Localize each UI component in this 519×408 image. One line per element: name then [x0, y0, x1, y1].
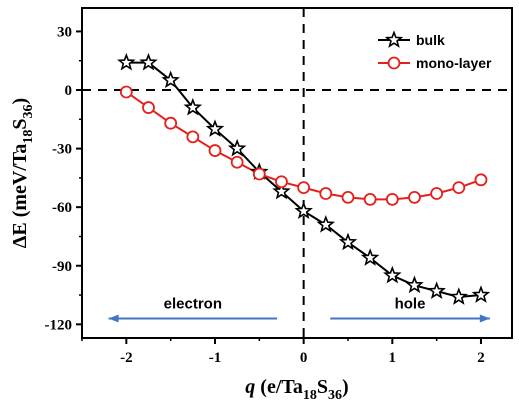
legend: bulk mono-layer — [378, 30, 492, 71]
point-mono-layer — [363, 192, 377, 206]
point-bulk — [338, 232, 358, 251]
x-axis-unit-pre: (e/Ta — [255, 376, 303, 398]
point-mono-layer — [142, 101, 155, 114]
y-tick-label: -30 — [52, 142, 72, 158]
point-mono-layer — [319, 187, 333, 200]
y-axis-title: ΔE (meV/Ta18S36) — [9, 98, 36, 248]
y-tick-label: -60 — [52, 200, 72, 216]
point-bulk — [161, 70, 180, 89]
x-axis-sub2: 36 — [328, 388, 342, 403]
point-bulk — [427, 281, 446, 300]
point-bulk — [272, 181, 291, 200]
point-mono-layer — [230, 155, 244, 169]
y-tick-label: 0 — [65, 83, 73, 99]
y-axis-mid: S — [9, 118, 31, 129]
point-mono-layer — [119, 85, 133, 99]
point-mono-layer — [408, 191, 421, 204]
y-axis-post: ) — [9, 98, 31, 105]
point-bulk — [139, 52, 158, 71]
point-mono-layer — [474, 173, 488, 187]
x-axis-symbol: q — [245, 376, 255, 398]
x-tick-label: 2 — [477, 350, 485, 366]
legend-marker-mono-layer — [387, 56, 401, 70]
plot-frame — [81, 7, 513, 339]
point-bulk — [117, 52, 136, 71]
point-mono-layer — [297, 181, 311, 195]
x-axis-sub1: 18 — [303, 388, 317, 403]
reference-lines — [82, 8, 512, 338]
x-tick-label: -1 — [209, 350, 222, 366]
point-bulk — [316, 215, 336, 233]
point-bulk — [294, 201, 313, 219]
series-lines — [125, 61, 482, 299]
x-axis-ticks: -2 -1 0 1 2 — [81, 338, 485, 366]
y-tick-label: 30 — [57, 24, 72, 40]
point-bulk — [227, 138, 247, 157]
x-axis-post: ) — [342, 376, 349, 398]
annotation-hole: hole — [395, 295, 426, 312]
x-tick-label: 1 — [389, 350, 397, 366]
point-bulk — [383, 265, 402, 284]
point-bulk — [205, 119, 225, 137]
x-tick-label: 0 — [300, 350, 308, 366]
legend-label-mono-layer: mono-layer — [416, 55, 492, 71]
series-markers — [117, 52, 491, 305]
legend-marker-bulk — [384, 30, 404, 48]
y-tick-label: -90 — [52, 259, 72, 275]
legend-item-bulk: bulk — [378, 30, 445, 48]
arrowhead-electron — [108, 314, 119, 323]
point-bulk — [449, 287, 469, 305]
point-mono-layer — [186, 130, 200, 144]
point-bulk — [183, 97, 203, 116]
point-mono-layer — [341, 191, 355, 204]
x-axis-mid: S — [317, 376, 328, 398]
point-mono-layer — [385, 192, 399, 206]
point-bulk — [471, 285, 491, 303]
y-tick-label: -120 — [45, 317, 73, 333]
point-mono-layer — [252, 167, 266, 181]
x-axis-title: q (e/Ta18S36) — [245, 376, 348, 403]
y-axis-unit-pre: (meV/Ta — [9, 144, 31, 223]
annotation-electron: electron — [164, 295, 222, 312]
point-mono-layer — [452, 181, 466, 195]
point-mono-layer — [208, 144, 222, 157]
annotation-arrows — [108, 314, 490, 323]
point-bulk — [405, 275, 424, 294]
y-axis-ticks: 30 0 -30 -60 -90 -120 — [45, 24, 82, 333]
point-mono-layer — [275, 175, 288, 189]
point-bulk — [360, 248, 380, 266]
y-axis-sub1: 18 — [21, 130, 36, 144]
point-mono-layer — [430, 187, 444, 200]
legend-label-bulk: bulk — [416, 32, 445, 48]
point-mono-layer — [164, 116, 178, 130]
y-axis-symbol: ΔE — [9, 222, 31, 248]
x-tick-label: -2 — [120, 350, 133, 366]
arrowhead-hole — [479, 314, 490, 323]
series-line-bulk — [126, 61, 482, 299]
y-axis-sub2: 36 — [21, 104, 36, 118]
legend-item-mono-layer: mono-layer — [378, 55, 492, 71]
